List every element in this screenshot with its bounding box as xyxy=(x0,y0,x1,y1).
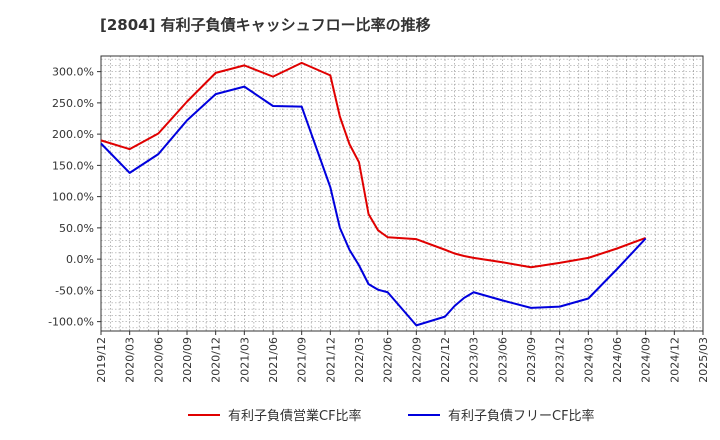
x-tick-label: 2022/12 xyxy=(439,337,452,383)
x-tick-label: 2023/06 xyxy=(496,337,509,383)
x-tick-label: 2023/03 xyxy=(468,337,481,383)
y-tick-label: -100.0% xyxy=(48,316,94,329)
x-tick-label: 2022/06 xyxy=(382,337,395,383)
plot-border xyxy=(100,55,704,332)
x-tick-label: 2020/06 xyxy=(152,337,165,383)
y-tick-label: 100.0% xyxy=(52,191,94,204)
x-tick-label: 2023/12 xyxy=(554,337,567,383)
x-tick-label: 2024/06 xyxy=(611,337,624,383)
x-tick-label: 2022/03 xyxy=(353,337,366,383)
x-tick-label: 2021/03 xyxy=(238,337,251,383)
series-line-1 xyxy=(100,61,647,269)
legend: 有利子負債営業CF比率 有利子負債フリーCF比率 xyxy=(188,408,595,424)
x-tick-label: 2019/12 xyxy=(95,337,108,383)
x-tick-label: 2025/03 xyxy=(697,337,710,383)
x-tick-label: 2020/12 xyxy=(210,337,223,383)
x-tick-label: 2022/09 xyxy=(410,337,423,383)
y-tick-label: 50.0% xyxy=(59,222,94,235)
y-tick-label: 300.0% xyxy=(52,66,94,79)
y-tick-label: 200.0% xyxy=(52,128,94,141)
x-tick-label: 2024/09 xyxy=(640,337,653,383)
legend-label-1: 有利子負債営業CF比率 xyxy=(228,408,362,424)
x-tick-label: 2020/03 xyxy=(124,337,137,383)
x-tick-label: 2024/03 xyxy=(582,337,595,383)
legend-label-2: 有利子負債フリーCF比率 xyxy=(448,408,595,424)
x-tick-label: 2020/09 xyxy=(181,337,194,383)
x-tick-label: 2024/12 xyxy=(668,337,681,383)
chart-title: [2804] 有利子負債キャッシュフロー比率の推移 xyxy=(100,16,431,34)
x-tick-label: 2021/12 xyxy=(324,337,337,383)
series-line-2 xyxy=(100,85,647,327)
y-tick-label: 150.0% xyxy=(52,159,94,172)
y-tick-label: -50.0% xyxy=(55,284,94,297)
y-tick-label: 250.0% xyxy=(52,97,94,110)
plot-area: 300.0% 250.0% 200.0% 150.0% 100.0% 50.0% 0.0% -… xyxy=(48,55,710,383)
x-tick-label: 2021/09 xyxy=(296,337,309,383)
x-tick-label: 2023/09 xyxy=(525,337,538,383)
x-tick-label: 2021/06 xyxy=(267,337,280,383)
y-tick-label: 0.0% xyxy=(66,253,94,266)
